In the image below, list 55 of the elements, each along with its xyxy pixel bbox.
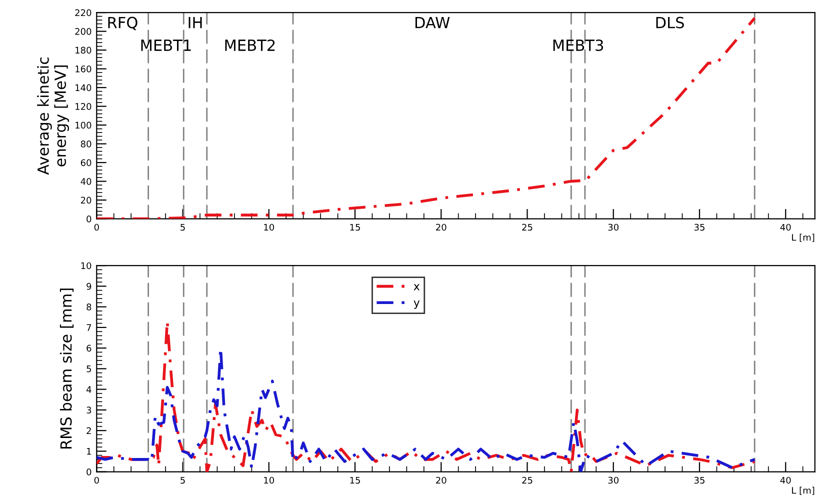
x-tick-label: 35: [694, 476, 704, 484]
y-tick-label: 9: [86, 282, 92, 290]
annotation: IH: [188, 16, 202, 28]
x-tick-label: 40: [780, 224, 791, 231]
annotation: RFQ: [108, 16, 138, 30]
x-tick-label: 30: [608, 476, 619, 484]
x-tick-label: 25: [522, 224, 532, 231]
x-tick-label: 20: [436, 476, 446, 484]
y-tick-label: 4: [86, 386, 92, 393]
y-tick-label: 7: [86, 324, 92, 331]
x-tick-label: 0: [94, 476, 99, 484]
x-tick-label: 0: [94, 224, 99, 231]
y-tick-label: 1: [87, 448, 91, 455]
x-tick-label: 35: [694, 224, 704, 231]
y-tick-label: 20: [80, 196, 92, 204]
x-tick-label: 25: [522, 476, 532, 484]
x-axis-title: L [m]: [792, 234, 814, 242]
line-series: [96, 16, 756, 219]
y-tick-label: 3: [86, 406, 92, 414]
y-tick-label: 120: [76, 103, 92, 110]
y-tick-label: 0: [86, 216, 92, 222]
y-tick-label: 140: [76, 84, 92, 92]
y-tick-label: 80: [80, 140, 92, 148]
y-tick-label: 60: [80, 159, 92, 166]
x-tick-label: 20: [436, 224, 446, 231]
x-tick-label: 15: [350, 224, 360, 231]
legend-label: x: [414, 284, 420, 290]
x-tick-label: 40: [780, 476, 791, 484]
y-tick-label: 6: [86, 344, 92, 352]
y-tick-label: 40: [80, 178, 92, 185]
y-axis-title: Average kinetic energy [MeV]: [37, 57, 69, 175]
y-tick-label: 10: [81, 262, 92, 270]
x-axis-title: L [m]: [792, 486, 814, 495]
annotation: MEBT2: [225, 39, 275, 51]
x-tick-label: 15: [350, 476, 360, 484]
x-tick-label: 30: [608, 224, 619, 231]
annotation: MEBT1: [141, 40, 191, 51]
y-tick-label: 0: [86, 468, 92, 476]
annotation: MEBT3: [553, 39, 604, 52]
y-tick-label: 220: [75, 9, 92, 16]
annotation: DAW: [415, 16, 450, 28]
y-tick-label: 200: [75, 28, 92, 35]
annotation: DLS: [656, 16, 684, 28]
y-tick-label: 180: [76, 46, 92, 54]
y-tick-label: 8: [86, 304, 92, 310]
x-tick-label: 5: [180, 476, 185, 484]
y-tick-label: 100: [76, 122, 92, 129]
y-axis-title: RMS beam size [mm]: [60, 288, 74, 449]
y-tick-label: 5: [86, 366, 91, 372]
x-tick-label: 10: [264, 224, 274, 231]
x-tick-label: 5: [180, 224, 185, 231]
legend-label: y: [414, 300, 420, 309]
y-tick-label: 2: [86, 427, 91, 434]
x-tick-label: 10: [264, 476, 274, 484]
y-tick-label: 160: [76, 66, 92, 72]
